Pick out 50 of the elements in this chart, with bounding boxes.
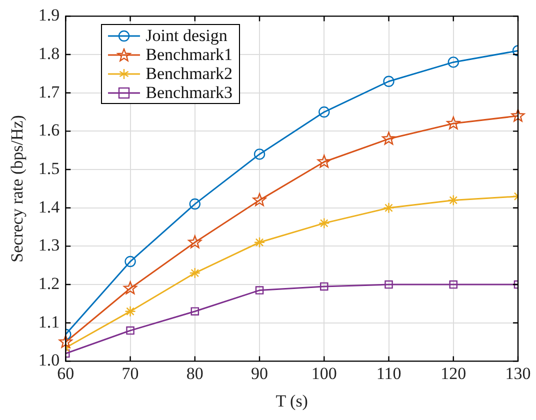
y-tick-label: 1.8 xyxy=(38,44,60,63)
point xyxy=(511,108,525,122)
point xyxy=(254,236,266,248)
point xyxy=(124,256,136,268)
point xyxy=(189,267,200,279)
x-tick-label: 80 xyxy=(186,364,204,383)
point xyxy=(384,280,393,289)
point xyxy=(188,235,202,248)
point xyxy=(320,282,328,291)
point xyxy=(255,286,264,294)
legend-label: Benchmark1 xyxy=(146,45,232,64)
point xyxy=(317,154,331,168)
x-tick-label: 90 xyxy=(251,364,268,383)
y-tick-label: 1.1 xyxy=(38,312,60,332)
point xyxy=(58,334,72,348)
point xyxy=(383,202,394,214)
x-tick-label: 130 xyxy=(505,364,531,383)
x-axis-title: T (s) xyxy=(276,391,308,410)
y-tick-label: 1.3 xyxy=(38,236,60,255)
y-tick-label: 1.2 xyxy=(38,274,60,293)
point xyxy=(448,194,459,206)
point xyxy=(126,326,134,335)
y-tick-label: 1.5 xyxy=(38,159,60,178)
point xyxy=(449,280,458,289)
point xyxy=(190,307,200,316)
x-tick-label: 70 xyxy=(122,364,139,383)
point xyxy=(382,132,396,145)
x-tick-label: 100 xyxy=(311,364,337,383)
y-tick-label: 1.6 xyxy=(38,120,60,140)
legend-label: Benchmark2 xyxy=(146,64,232,84)
point xyxy=(252,193,266,206)
point xyxy=(123,281,138,294)
x-tick-label: 110 xyxy=(376,364,402,383)
point xyxy=(124,306,136,317)
y-axis-title: Secrecy rate (bps/Hz) xyxy=(8,115,27,262)
point xyxy=(448,56,459,68)
y-tick-label: 1.7 xyxy=(38,82,60,102)
legend-label: Benchmark3 xyxy=(146,83,232,102)
y-tick-label: 1.9 xyxy=(38,6,60,25)
y-tick-label: 1.4 xyxy=(38,197,60,216)
point xyxy=(383,76,394,87)
x-tick-label: 60 xyxy=(57,364,74,383)
point xyxy=(318,106,330,118)
y-tick-label: 1.0 xyxy=(38,350,60,370)
legend-label: Joint design xyxy=(146,26,228,46)
x-tick-label: 120 xyxy=(440,364,466,383)
point xyxy=(254,148,266,160)
point xyxy=(189,198,200,210)
point xyxy=(318,218,330,229)
point xyxy=(446,116,460,130)
